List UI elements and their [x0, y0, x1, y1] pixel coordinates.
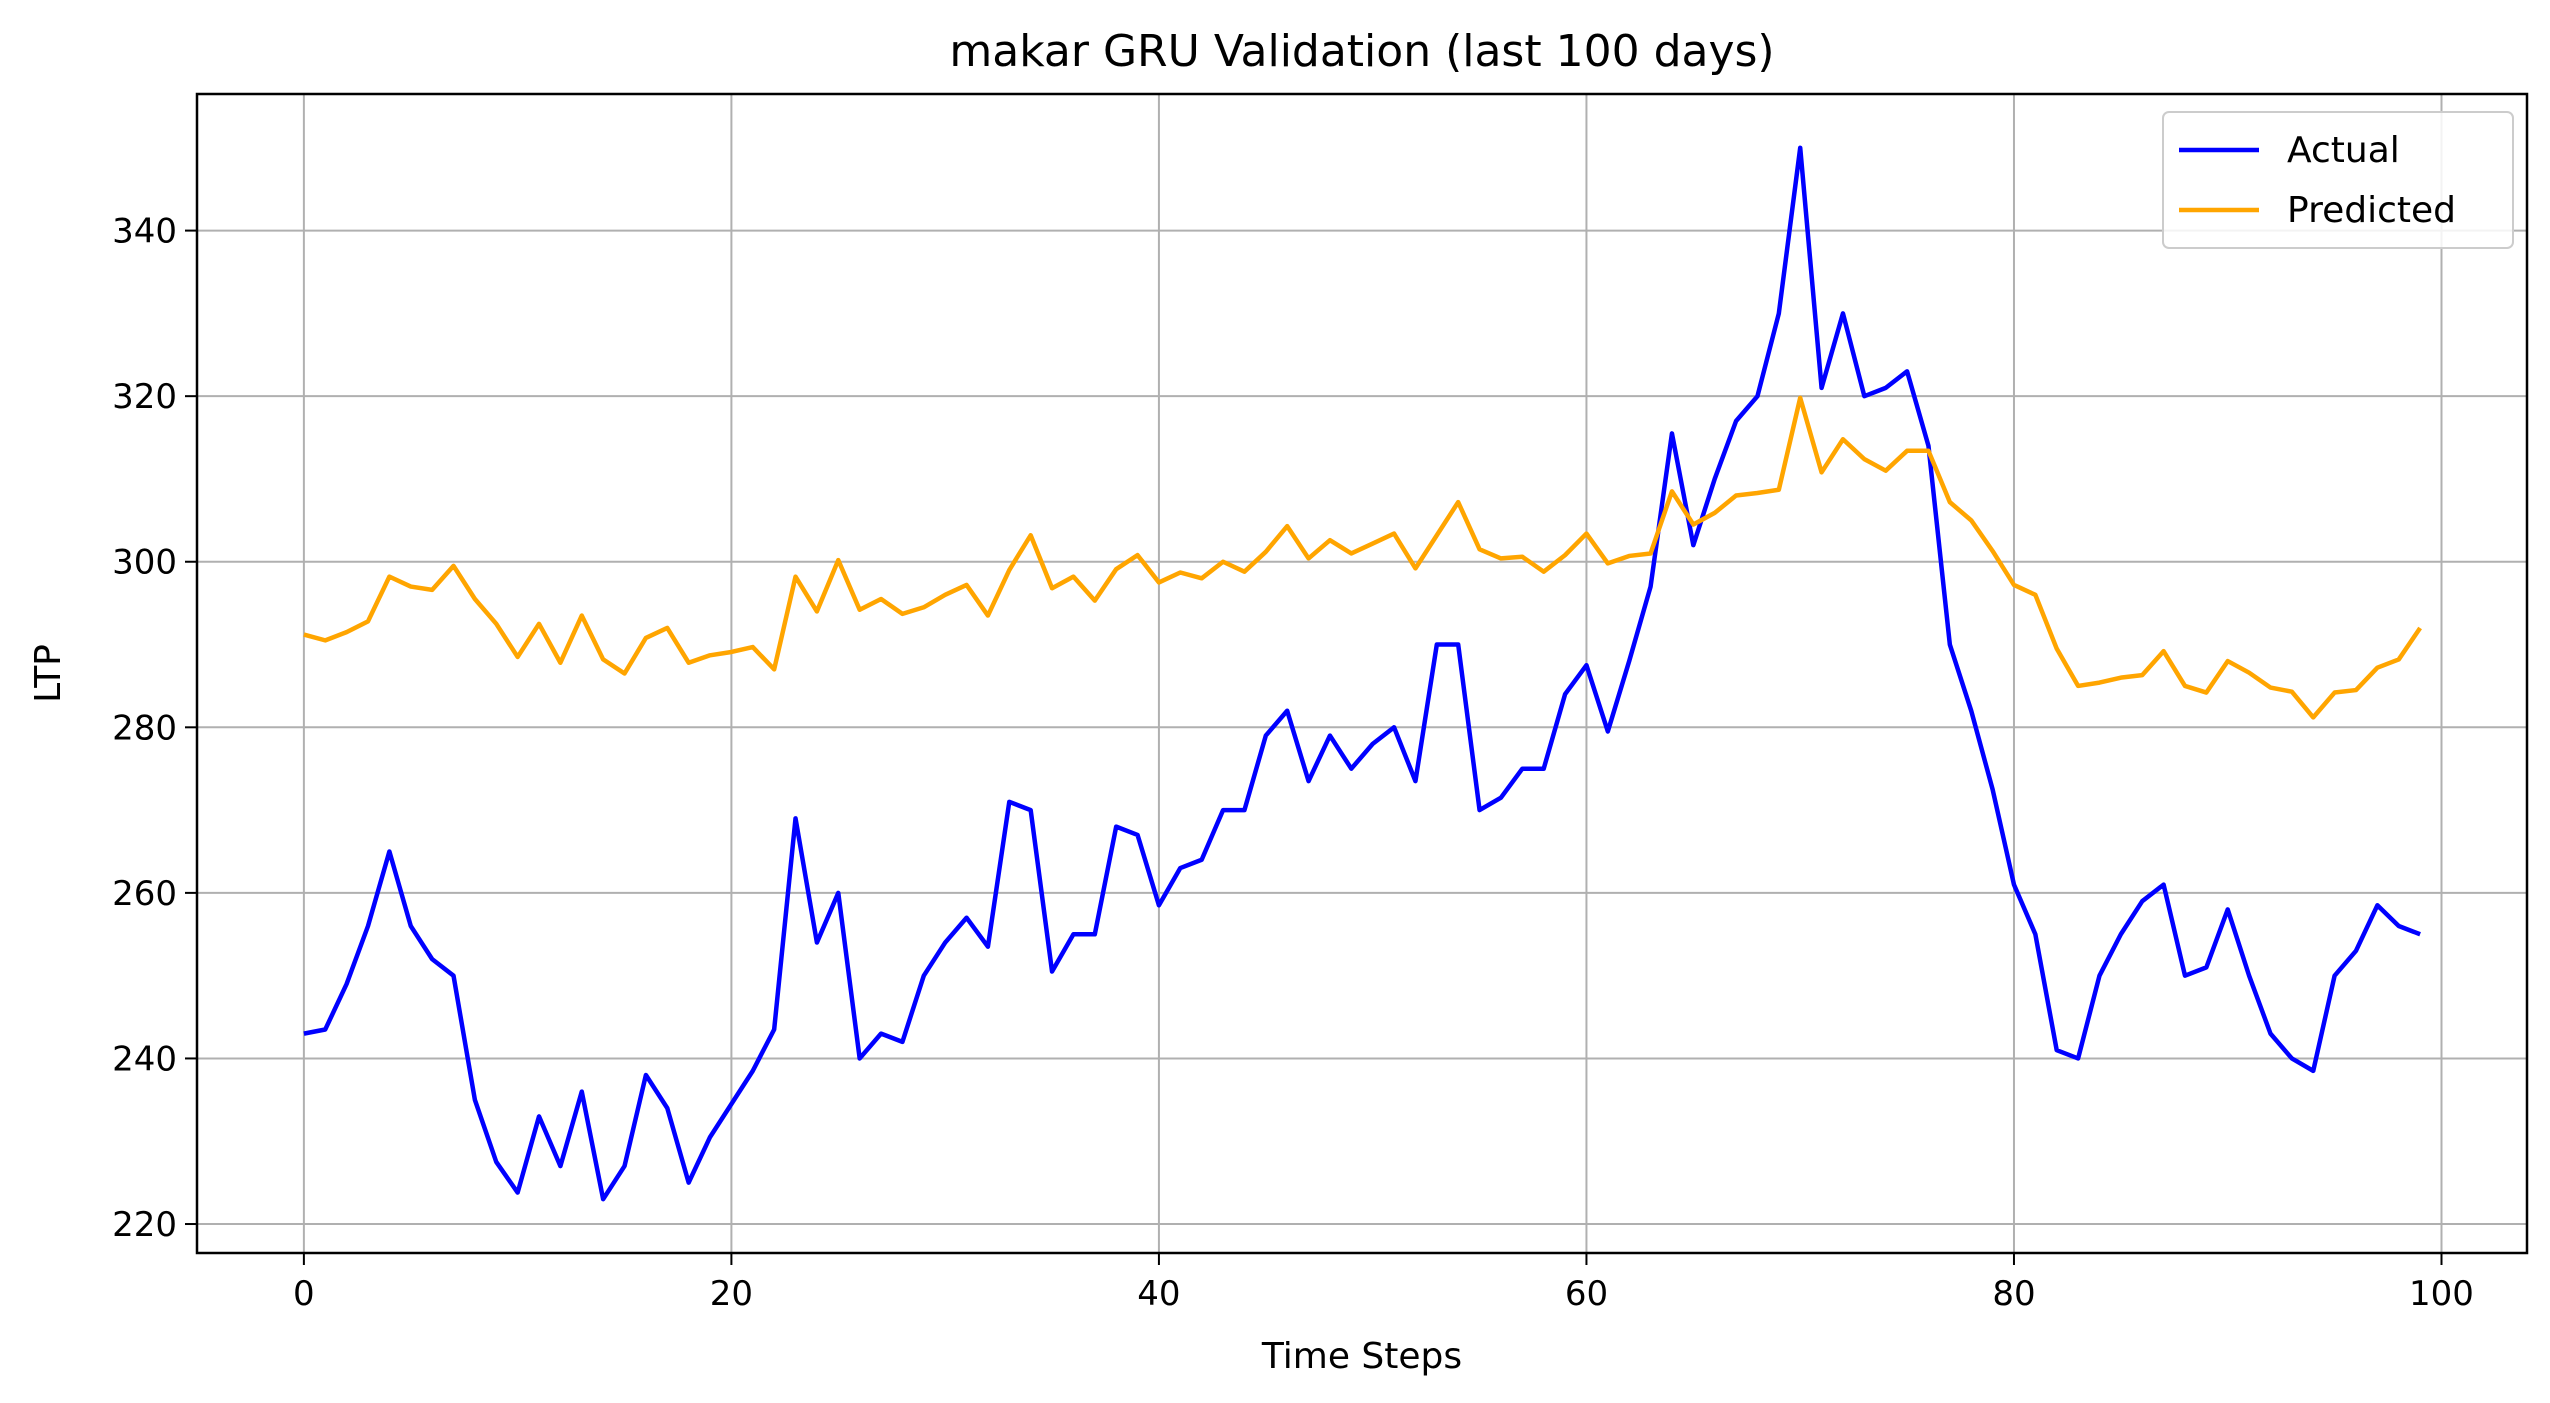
legend-label-predicted: Predicted — [2287, 190, 2456, 231]
y-tick-label: 300 — [112, 543, 177, 583]
legend: Actual Predicted — [2162, 111, 2514, 249]
y-tick-label: 340 — [112, 212, 177, 252]
y-tick-label: 260 — [112, 874, 177, 914]
legend-label-actual: Actual — [2287, 130, 2400, 171]
series-lines — [303, 145, 2422, 1202]
x-tick-label: 20 — [710, 1274, 753, 1314]
grid-lines — [197, 94, 2527, 1253]
chart-title: makar GRU Validation (last 100 days) — [949, 26, 1774, 77]
y-tick-label: 240 — [112, 1039, 177, 1079]
series-line-predicted — [303, 395, 2422, 720]
y-tick-label: 220 — [112, 1205, 177, 1245]
y-tick-label: 280 — [112, 708, 177, 748]
x-axis-label: Time Steps — [1261, 1336, 1462, 1377]
series-line-actual — [303, 145, 2421, 1202]
axis-ticks: 0 20 40 60 80 100 220 240 260 280 300 320 340 — [112, 212, 2474, 1314]
plot-frame — [195, 92, 2529, 1255]
x-tick-label: 80 — [1992, 1274, 2035, 1314]
legend-box — [2162, 111, 2514, 249]
x-tick-label: 0 — [293, 1274, 315, 1314]
x-tick-label: 40 — [1137, 1274, 1180, 1314]
y-axis-label: LTP — [28, 644, 69, 703]
x-tick-label: 100 — [2409, 1274, 2474, 1314]
y-tick-label: 320 — [112, 377, 177, 417]
x-tick-label: 60 — [1565, 1274, 1608, 1314]
